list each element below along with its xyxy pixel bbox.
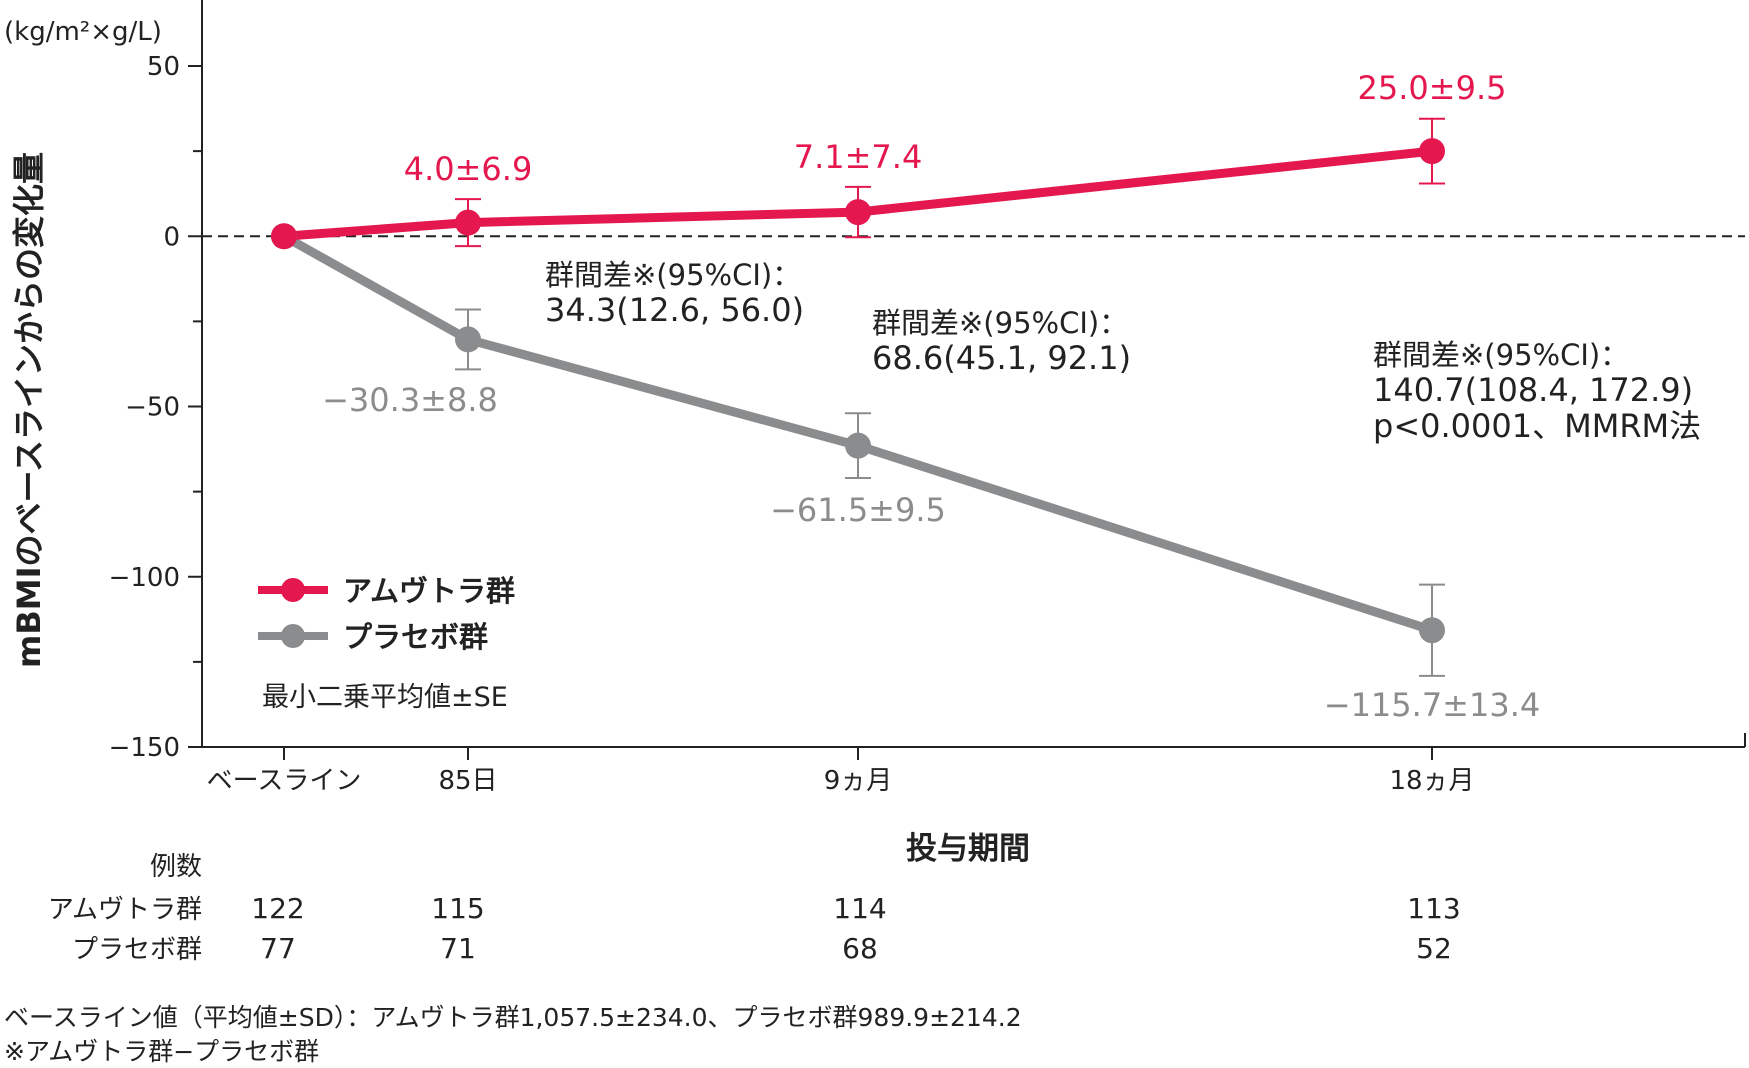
data-point bbox=[1419, 138, 1445, 165]
x-axis: ベースライン 85日 9ヵ月 18ヵ月 bbox=[202, 733, 1746, 796]
y-tick-label: −100 bbox=[109, 563, 180, 593]
annotations: 群間差※(95%CI)：34.3(12.6, 56.0) 群間差※(95%CI)：… bbox=[545, 258, 1701, 445]
legend: アムヴトラ群 プラセボ群 最小二乗平均値±SE bbox=[258, 574, 515, 713]
count-value: 71 bbox=[440, 932, 476, 965]
y-tick-label: 0 bbox=[163, 222, 180, 252]
count-value: 52 bbox=[1416, 932, 1452, 965]
x-tick-label: 85日 bbox=[438, 766, 497, 796]
value-label: −30.3±8.8 bbox=[322, 381, 498, 419]
annotation-line: 68.6(45.1, 92.1) bbox=[872, 339, 1131, 377]
annotation-line: p<0.0001、MMRM法 bbox=[1373, 407, 1701, 445]
value-label: 4.0±6.9 bbox=[404, 150, 533, 188]
series-layer bbox=[271, 117, 1445, 677]
value-label: −115.7±13.4 bbox=[1324, 686, 1540, 724]
unit-label: (kg/m²×g/L) bbox=[4, 17, 162, 47]
legend-marker-placebo bbox=[281, 624, 305, 648]
series-line-1 bbox=[281, 232, 1434, 635]
data-point bbox=[455, 209, 481, 236]
counts-row-label-amvuttra: アムヴトラ群 bbox=[48, 895, 202, 925]
annotation-line: 140.7(108.4, 172.9) bbox=[1373, 371, 1693, 409]
chart: (kg/m²×g/L) mBMIのベースラインからの変化量 50 0 −50 −100… bbox=[4, 0, 1746, 965]
x-tick-label: 9ヵ月 bbox=[824, 766, 893, 796]
y-tick-label: −150 bbox=[109, 733, 180, 763]
x-axis-label: 投与期間 bbox=[906, 831, 1030, 867]
footnote-baseline: ベースライン値（平均値±SD）：アムヴトラ群1,057.5±234.0、プラセボ… bbox=[4, 1003, 1022, 1032]
count-value: 115 bbox=[431, 892, 484, 925]
y-tick-label: 50 bbox=[147, 52, 180, 82]
x-tick-label: 18ヵ月 bbox=[1389, 766, 1474, 796]
value-label: 7.1±7.4 bbox=[794, 138, 923, 176]
x-tick-label: ベースライン bbox=[207, 766, 362, 796]
annotation-line: 群間差※(95%CI)： bbox=[872, 306, 1128, 340]
value-label: 25.0±9.5 bbox=[1358, 69, 1507, 107]
value-label: −61.5±9.5 bbox=[770, 491, 946, 529]
annotation-line: 群間差※(95%CI)： bbox=[1373, 338, 1629, 372]
y-tick-label: −50 bbox=[125, 393, 180, 423]
legend-note: 最小二乗平均値±SE bbox=[262, 682, 508, 713]
legend-label-placebo: プラセボ群 bbox=[343, 620, 488, 654]
series-line-0 bbox=[283, 146, 1433, 241]
count-value: 114 bbox=[833, 892, 886, 925]
counts-table: 例数 アムヴトラ群 プラセボ群 122 115 114 113 77 71 68 52 bbox=[48, 852, 1461, 965]
counts-row-label-placebo: プラセボ群 bbox=[72, 935, 202, 965]
data-point bbox=[271, 223, 297, 250]
y-axis-label: mBMIのベースラインからの変化量 bbox=[10, 152, 48, 668]
value-labels: 4.0±6.9 7.1±7.4 25.0±9.5 −30.3±8.8 −61.5±9.5… bbox=[322, 69, 1540, 724]
legend-marker-amvuttra bbox=[281, 578, 305, 602]
legend-label-amvuttra: アムヴトラ群 bbox=[343, 574, 515, 608]
annotation-line: 34.3(12.6, 56.0) bbox=[545, 291, 804, 329]
count-value: 77 bbox=[260, 932, 296, 965]
count-value: 113 bbox=[1407, 892, 1460, 925]
data-point bbox=[1419, 617, 1445, 644]
count-value: 68 bbox=[842, 932, 878, 965]
data-point bbox=[845, 432, 871, 459]
counts-title: 例数 bbox=[150, 852, 202, 882]
y-axis: 50 0 −50 −100 −150 bbox=[109, 0, 203, 763]
annotation-line: 群間差※(95%CI)： bbox=[545, 258, 801, 292]
data-point bbox=[845, 199, 871, 226]
count-value: 122 bbox=[251, 892, 304, 925]
footnote-difference: ※アムヴトラ群−プラセボ群 bbox=[4, 1037, 320, 1066]
data-point bbox=[455, 326, 481, 353]
